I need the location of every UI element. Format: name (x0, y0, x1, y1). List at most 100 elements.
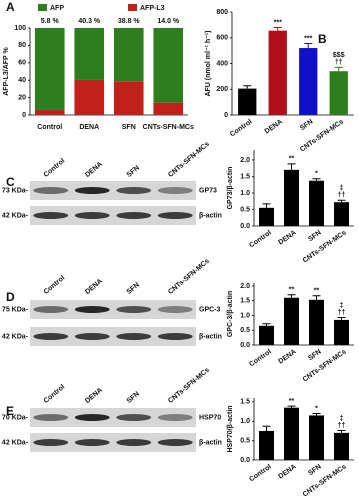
blot-band (157, 414, 193, 421)
x-tick-label: SFN (307, 348, 322, 362)
blot-background (30, 300, 196, 319)
significance-mark: ** (289, 287, 295, 294)
value-label: 40.3 % (78, 18, 101, 25)
error-bar (287, 294, 296, 298)
bar (268, 30, 287, 116)
bar-segment (74, 28, 105, 80)
error-bar (262, 203, 271, 208)
y-tick-label: 600 (216, 35, 228, 42)
significance-mark: ** (289, 398, 295, 405)
significance-mark: †† (338, 192, 346, 199)
blot-band (74, 333, 110, 340)
blot-band (74, 187, 110, 194)
y-tick-label: 1.0 (240, 190, 250, 197)
significance-mark: ‡ (340, 415, 344, 422)
error-bar (304, 43, 313, 49)
legend-label: AFP (50, 5, 64, 12)
lane-label: SFN (126, 391, 141, 405)
y-tick-label: 60 (18, 60, 26, 67)
blot-background (30, 327, 196, 346)
blot-band (157, 212, 193, 219)
blot-band (33, 414, 69, 421)
error-bar (312, 178, 321, 181)
x-tick-label: SFN (307, 463, 322, 477)
blot-band (157, 333, 193, 340)
blot-band (74, 212, 110, 219)
bar (309, 415, 324, 460)
y-tick-label: 1.0 (240, 312, 250, 319)
marker-label: 42 KDa- (2, 333, 29, 340)
bar (309, 180, 324, 226)
marker-label: 70 KDa- (2, 414, 29, 421)
blot-band (116, 306, 152, 313)
significance-mark: †† (338, 422, 346, 429)
error-bar (243, 85, 252, 89)
bar (309, 299, 324, 345)
blot-background (30, 433, 196, 452)
x-tick-label: Control (37, 124, 62, 131)
y-tick-label: 0.5 (240, 327, 250, 334)
bar-segment (113, 81, 144, 115)
blot-band (116, 439, 152, 446)
protein-label: GP73 (199, 187, 217, 194)
protein-label: β-actin (199, 333, 222, 340)
y-tick-label: 0 (224, 112, 228, 119)
y-tick-label: 200 (216, 86, 228, 93)
x-tick-label: CNTs-SFN-MCs (143, 124, 194, 131)
panel-letter: E (6, 404, 14, 418)
bar (334, 319, 349, 345)
panel-letter: C (6, 175, 15, 189)
panel-letter: B (318, 32, 327, 46)
x-tick-label: SFN (122, 124, 136, 131)
lane-label: CNTs-SFN-MCs (167, 367, 211, 405)
blot-band (157, 306, 193, 313)
lane-label: Control (43, 158, 67, 179)
y-tick-label: 20 (18, 94, 26, 101)
protein-label: β-actin (199, 212, 222, 219)
y-tick-label: 1.5 (240, 173, 250, 180)
x-tick-label: DENA (277, 348, 297, 365)
y-tick-label: 0.0 (240, 342, 250, 349)
blot-band (74, 306, 110, 313)
y-tick-label: 80 (18, 42, 26, 49)
blot-band (33, 333, 69, 340)
blot-background (30, 408, 196, 427)
error-bar (262, 425, 271, 431)
significance-mark: ‡ (340, 302, 344, 309)
y-tick-label: 0.5 (240, 437, 250, 444)
bar (284, 297, 299, 345)
x-tick-label: CNTs-SFN-MCs (302, 348, 348, 383)
x-tick-label: CNTs-SFN-MCs (302, 229, 348, 264)
significance-mark: * (315, 405, 318, 412)
marker-label: 42 KDa- (2, 439, 29, 446)
y-tick-label: 0.0 (240, 457, 250, 464)
lane-label: SFN (126, 282, 141, 296)
x-tick-label: DENA (79, 124, 99, 131)
protein-label: β-actin (199, 439, 222, 446)
bar (284, 169, 299, 226)
error-bar (334, 66, 343, 72)
error-bar (273, 26, 282, 31)
lane-label: SFN (126, 165, 141, 179)
x-tick-label: DENA (277, 229, 297, 246)
bar (238, 88, 257, 115)
blot-band (33, 439, 69, 446)
bar-segment (74, 79, 105, 115)
bar (259, 325, 274, 345)
x-tick-label: DENA (277, 463, 297, 480)
bar (259, 430, 274, 460)
y-tick-label: 1.0 (240, 418, 250, 425)
blot-band (116, 333, 152, 340)
significance-mark: †† (338, 309, 346, 316)
y-axis-label: GPC-3/β-actin (227, 291, 234, 337)
error-bar (337, 430, 346, 433)
y-tick-label: 800 (216, 9, 228, 16)
legend-swatch (38, 4, 47, 11)
lane-label: DENA (84, 161, 104, 179)
error-bar (287, 405, 296, 408)
bar (259, 207, 274, 226)
bar-segment (153, 102, 184, 115)
y-tick-label: 1.5 (240, 298, 250, 305)
protein-label: HSP70 (199, 414, 221, 421)
y-tick-label: 2.0 (240, 283, 250, 290)
